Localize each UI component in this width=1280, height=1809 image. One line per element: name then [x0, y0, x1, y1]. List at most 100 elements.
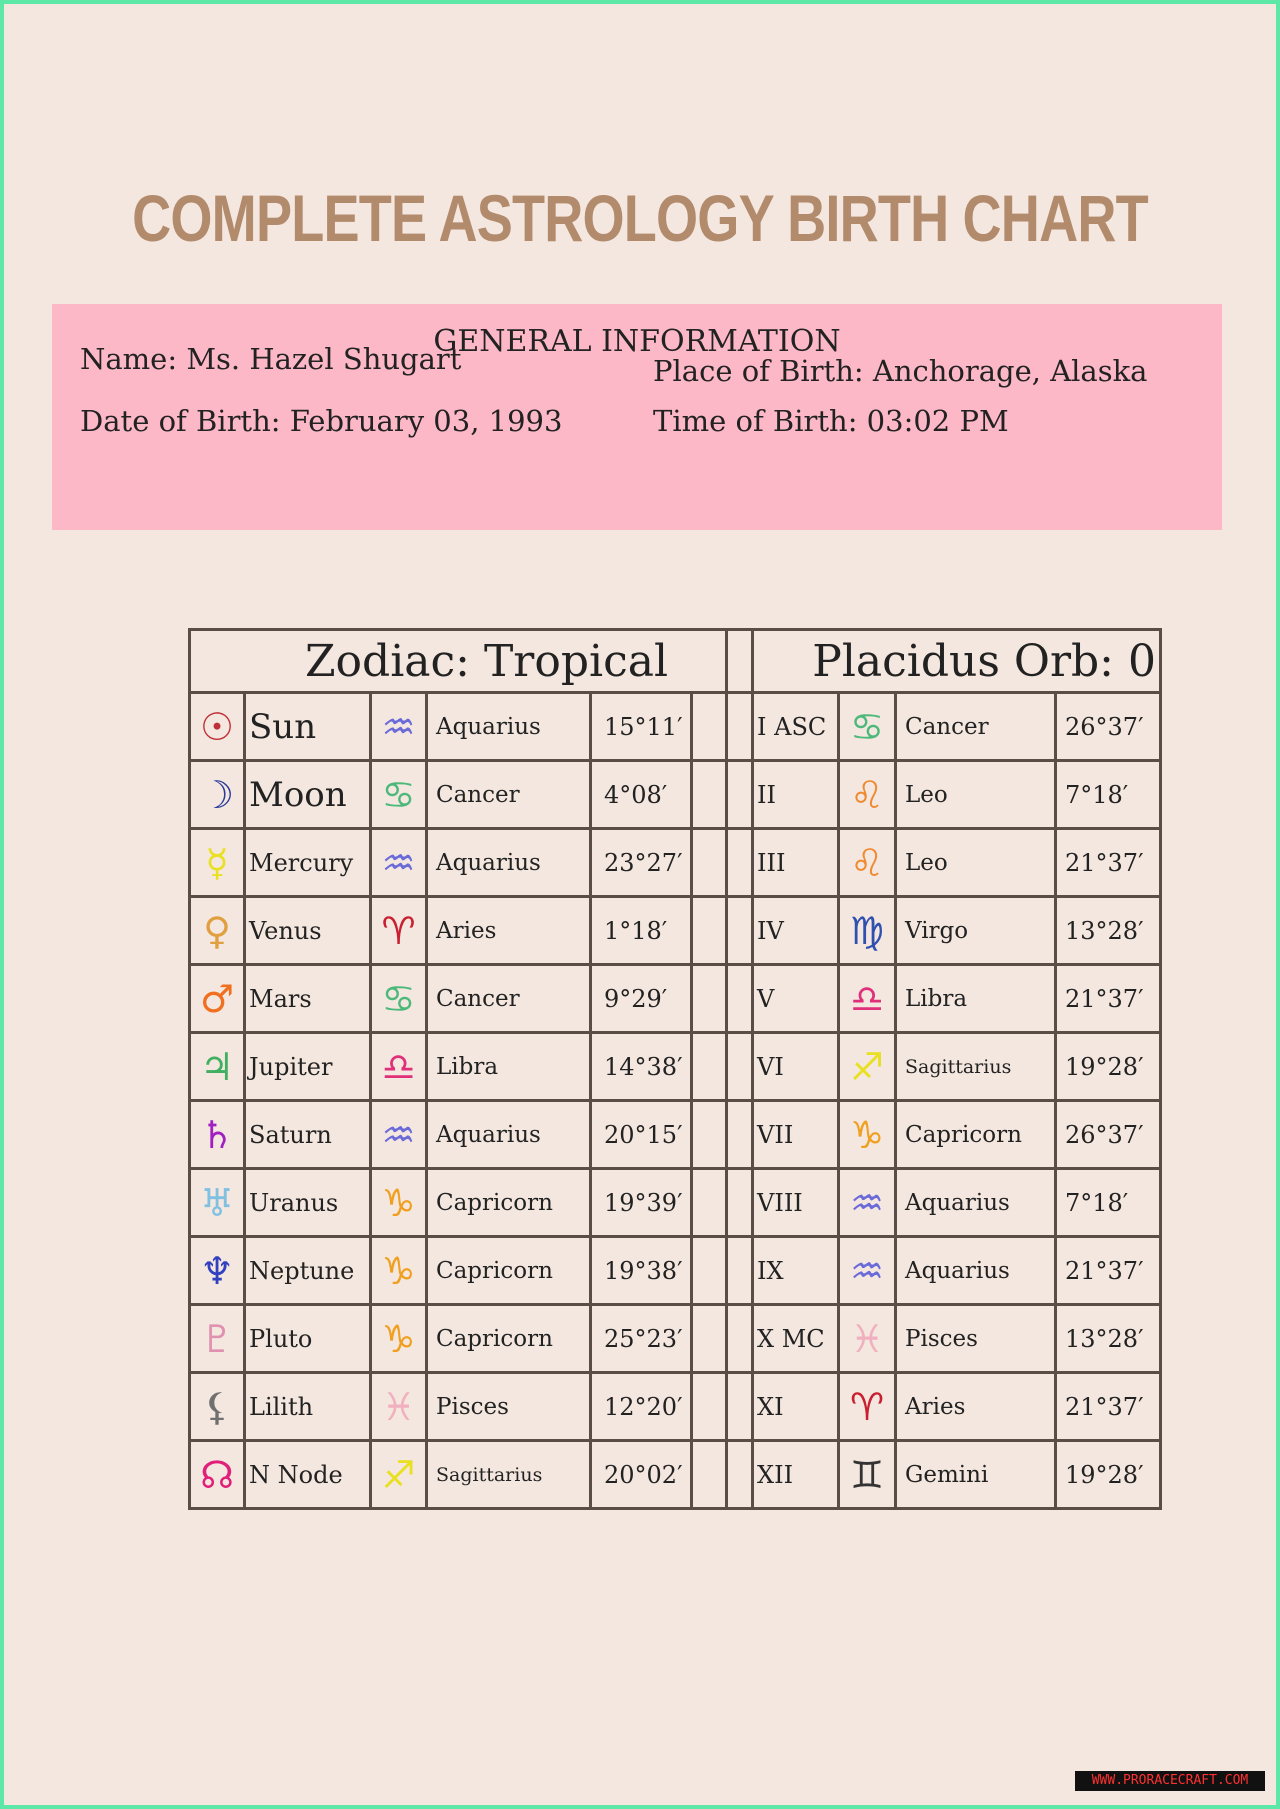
date-of-birth-field: Date of Birth: February 03, 1993: [80, 404, 563, 438]
house-number: XII: [751, 1439, 840, 1510]
house-sign: Aquarius: [894, 1235, 1057, 1306]
empty-cell: [690, 1439, 728, 1510]
planet-degree: 20°15′: [589, 1099, 693, 1170]
zodiac-sign-icon: ♓: [369, 1371, 428, 1442]
watermark: WWW.PRORACECRAFT.COM: [1075, 1771, 1265, 1791]
planet-sign: Libra: [425, 1031, 592, 1102]
empty-cell: [690, 759, 728, 830]
zodiac-sign-icon: ♑: [369, 1167, 428, 1238]
zodiac-sign-icon: ♒: [837, 1235, 897, 1306]
zodiac-sign-icon: ♐: [369, 1439, 428, 1510]
house-sign: Capricorn: [894, 1099, 1057, 1170]
house-number: VI: [751, 1031, 840, 1102]
table-spacer: [725, 1099, 754, 1170]
empty-cell: [690, 1031, 728, 1102]
table-spacer: [725, 628, 754, 694]
table-spacer: [725, 1235, 754, 1306]
zodiac-sign-icon: ♋: [837, 691, 897, 762]
planet-name: Saturn: [243, 1099, 372, 1170]
planet-sign: Aquarius: [425, 1099, 592, 1170]
house-sign: Aries: [894, 1371, 1057, 1442]
table-spacer: [725, 1439, 754, 1510]
table-row: ♆ Neptune ♑ Capricorn 19°38′ IX ♒ Aquarius 21°37…: [188, 1235, 1162, 1306]
house-degree: 7°18′: [1054, 759, 1162, 830]
planet-icon: ♀: [188, 895, 246, 966]
planet-sign: Aquarius: [425, 827, 592, 898]
zodiac-sign-icon: ♋: [369, 759, 428, 830]
zodiac-sign-icon: ♓: [837, 1303, 897, 1374]
house-sign: Aquarius: [894, 1167, 1057, 1238]
time-of-birth-field: Time of Birth: 03:02 PM: [653, 404, 1009, 438]
table-spacer: [725, 1303, 754, 1374]
table-row: ⚸ Lilith ♓ Pisces 12°20′ XI ♈ Aries 21°37′: [188, 1371, 1162, 1442]
zodiac-sign-icon: ♈: [369, 895, 428, 966]
table-spacer: [725, 691, 754, 762]
planet-sign: Pisces: [425, 1371, 592, 1442]
planet-name: Mars: [243, 963, 372, 1034]
planet-icon: ♄: [188, 1099, 246, 1170]
house-number: VII: [751, 1099, 840, 1170]
general-information-heading: GENERAL INFORMATION: [433, 324, 841, 359]
planet-degree: 9°29′: [589, 963, 693, 1034]
house-number: VIII: [751, 1167, 840, 1238]
planet-name: Uranus: [243, 1167, 372, 1238]
zodiac-sign-icon: ♑: [837, 1099, 897, 1170]
table-row: ☊ N Node ♐ Sagittarius 20°02′ XII ♊ Gemini 19°28…: [188, 1439, 1162, 1510]
planet-name: Venus: [243, 895, 372, 966]
empty-cell: [690, 1371, 728, 1442]
planet-icon: ♆: [188, 1235, 246, 1306]
house-degree: 19°28′: [1054, 1439, 1162, 1510]
house-number: X MC: [751, 1303, 840, 1374]
planet-degree: 20°02′: [589, 1439, 693, 1510]
house-number: III: [751, 827, 840, 898]
house-degree: 19°28′: [1054, 1031, 1162, 1102]
zodiac-sign-icon: ♑: [369, 1303, 428, 1374]
house-degree: 26°37′: [1054, 1099, 1162, 1170]
house-sign: Virgo: [894, 895, 1057, 966]
page-title: COMPLETE ASTROLOGY BIRTH CHART: [132, 181, 1149, 255]
planet-sign: Aquarius: [425, 691, 592, 762]
planet-sign: Capricorn: [425, 1167, 592, 1238]
table-row: ♃ Jupiter ♎ Libra 14°38′ VI ♐ Sagittarius 19°28′: [188, 1031, 1162, 1102]
planet-degree: 15°11′: [589, 691, 693, 762]
house-sign: Leo: [894, 827, 1057, 898]
house-sign: Gemini: [894, 1439, 1057, 1510]
planet-sign: Cancer: [425, 759, 592, 830]
house-number: V: [751, 963, 840, 1034]
house-sign: Pisces: [894, 1303, 1057, 1374]
house-degree: 21°37′: [1054, 827, 1162, 898]
planet-degree: 19°39′: [589, 1167, 693, 1238]
planet-name: Lilith: [243, 1371, 372, 1442]
house-number: IV: [751, 895, 840, 966]
planet-name: N Node: [243, 1439, 372, 1510]
name-field: Name: Ms. Hazel Shugart: [80, 342, 462, 376]
table-row: ☿ Mercury ♒ Aquarius 23°27′ III ♌ Leo 21°37′: [188, 827, 1162, 898]
zodiac-sign-icon: ♊: [837, 1439, 897, 1510]
house-number: II: [751, 759, 840, 830]
planet-sign: Cancer: [425, 963, 592, 1034]
empty-cell: [690, 691, 728, 762]
house-sign: Cancer: [894, 691, 1057, 762]
table-row: ♇ Pluto ♑ Capricorn 25°23′ X MC ♓ Pisces 13°28′: [188, 1303, 1162, 1374]
planet-degree: 23°27′: [589, 827, 693, 898]
zodiac-sign-icon: ♎: [369, 1031, 428, 1102]
planet-name: Moon: [243, 759, 372, 830]
zodiac-sign-icon: ♌: [837, 759, 897, 830]
house-degree: 13°28′: [1054, 1303, 1162, 1374]
house-degree: 26°37′: [1054, 691, 1162, 762]
planet-degree: 4°08′: [589, 759, 693, 830]
house-degree: 21°37′: [1054, 963, 1162, 1034]
table-row: ☉ Sun ♒ Aquarius 15°11′ I ASC ♋ Cancer 26°37′: [188, 691, 1162, 762]
zodiac-header: Zodiac: Tropical: [188, 628, 728, 694]
house-sign: Leo: [894, 759, 1057, 830]
planet-degree: 1°18′: [589, 895, 693, 966]
house-degree: 21°37′: [1054, 1371, 1162, 1442]
planet-icon: ♂: [188, 963, 246, 1034]
planet-icon: ♃: [188, 1031, 246, 1102]
zodiac-sign-icon: ♋: [369, 963, 428, 1034]
general-information-panel: GENERAL INFORMATION Name: Ms. Hazel Shug…: [52, 304, 1222, 530]
zodiac-sign-icon: ♎: [837, 963, 897, 1034]
house-number: IX: [751, 1235, 840, 1306]
planet-name: Mercury: [243, 827, 372, 898]
table-row: ♅ Uranus ♑ Capricorn 19°39′ VIII ♒ Aquarius 7°18…: [188, 1167, 1162, 1238]
